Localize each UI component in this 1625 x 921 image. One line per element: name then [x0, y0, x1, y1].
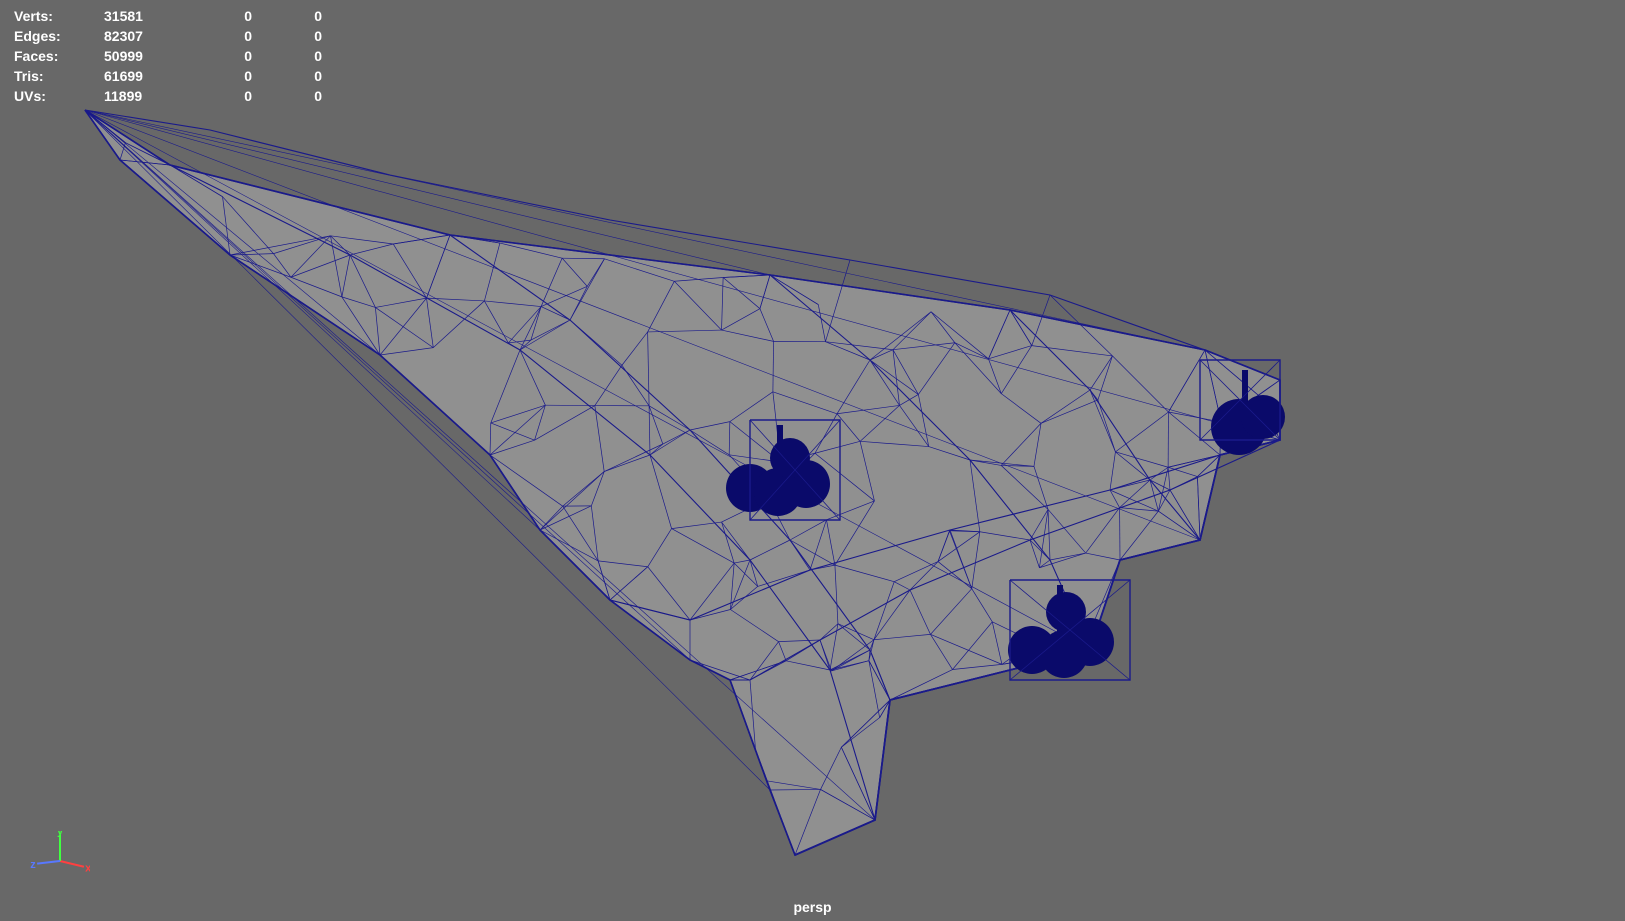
hud-col2: 0: [182, 26, 252, 46]
axis-label-z: z: [30, 859, 36, 871]
landing-gear-wheel: [770, 438, 810, 478]
hud-col2: 0: [182, 6, 252, 26]
landing-gear-wheel: [1241, 395, 1285, 439]
hud-value: 82307: [104, 26, 182, 46]
wireframe-model: [50, 60, 1450, 880]
hud-value: 31581: [104, 6, 182, 26]
hud-label: Edges:: [14, 26, 104, 46]
hud-row: Edges:8230700: [14, 26, 322, 46]
hud-row: Verts:3158100: [14, 6, 322, 26]
hud-label: Verts:: [14, 6, 104, 26]
hud-col3: 0: [252, 6, 322, 26]
hud-col3: 0: [252, 26, 322, 46]
camera-name-label: persp: [793, 899, 831, 915]
mesh-face: [85, 110, 1280, 855]
viewport-3d[interactable]: Verts:3158100Edges:8230700Faces:5099900T…: [0, 0, 1625, 921]
landing-gear-wheel: [1046, 592, 1086, 632]
